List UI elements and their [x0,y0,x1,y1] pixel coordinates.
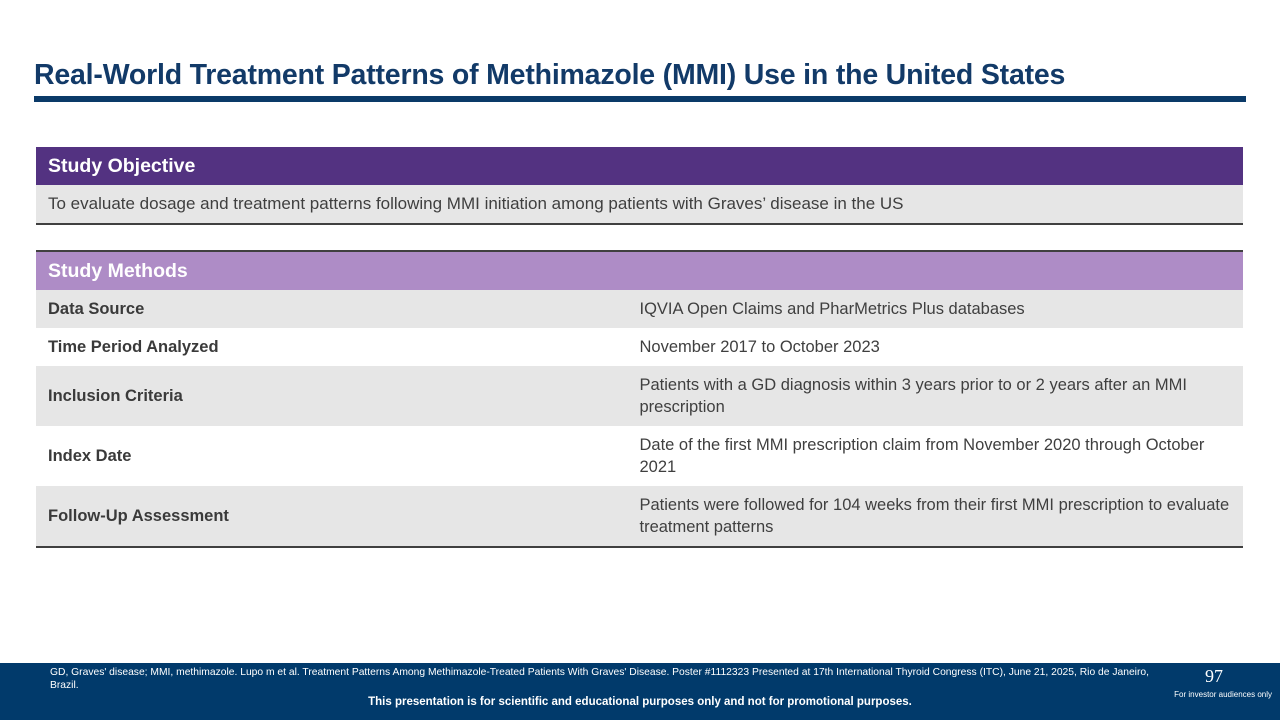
methods-row-label: Follow-Up Assessment [36,486,640,548]
page-number: 97 [1205,666,1223,686]
study-methods-table: Study Methods Data Source IQVIA Open Cla… [36,250,1243,548]
study-objective-header: Study Objective [36,147,1243,185]
investor-audience-note: For investor audiences only [1174,690,1272,699]
methods-row-label: Time Period Analyzed [36,328,640,366]
methods-row-label: Inclusion Criteria [36,366,640,426]
methods-row-value: Patients were followed for 104 weeks fro… [639,486,1243,548]
methods-row-value: Patients with a GD diagnosis within 3 ye… [639,366,1243,426]
title-block: Real-World Treatment Patterns of Methima… [34,58,1246,92]
footer-disclaimer-text: This presentation is for scientific and … [368,696,912,708]
methods-row-value: November 2017 to October 2023 [639,328,1243,366]
table-row: To evaluate dosage and treatment pattern… [36,185,1243,225]
study-objective-table: Study Objective To evaluate dosage and t… [36,147,1243,225]
methods-row-value: Date of the first MMI prescription claim… [639,426,1243,486]
table-row: Follow-Up Assessment Patients were follo… [36,486,1243,548]
table-row: Data Source IQVIA Open Claims and PharMe… [36,290,1243,328]
study-methods-header: Study Methods [36,251,1243,290]
footer-reference-text: GD, Graves' disease; MMI, methimazole. L… [50,667,1149,691]
table-row: Index Date Date of the first MMI prescri… [36,426,1243,486]
page-title: Real-World Treatment Patterns of Methima… [34,59,1066,91]
table-row: Time Period Analyzed November 2017 to Oc… [36,328,1243,366]
table-row: Study Methods [36,251,1243,290]
methods-row-value: IQVIA Open Claims and PharMetrics Plus d… [639,290,1243,328]
footer-bar: GD, Graves' disease; MMI, methimazole. L… [0,663,1280,720]
methods-row-label: Data Source [36,290,640,328]
title-underline-rule [34,96,1246,102]
table-row: Study Objective [36,147,1243,185]
study-objective-text: To evaluate dosage and treatment pattern… [36,185,1243,225]
methods-row-label: Index Date [36,426,640,486]
table-row: Inclusion Criteria Patients with a GD di… [36,366,1243,426]
